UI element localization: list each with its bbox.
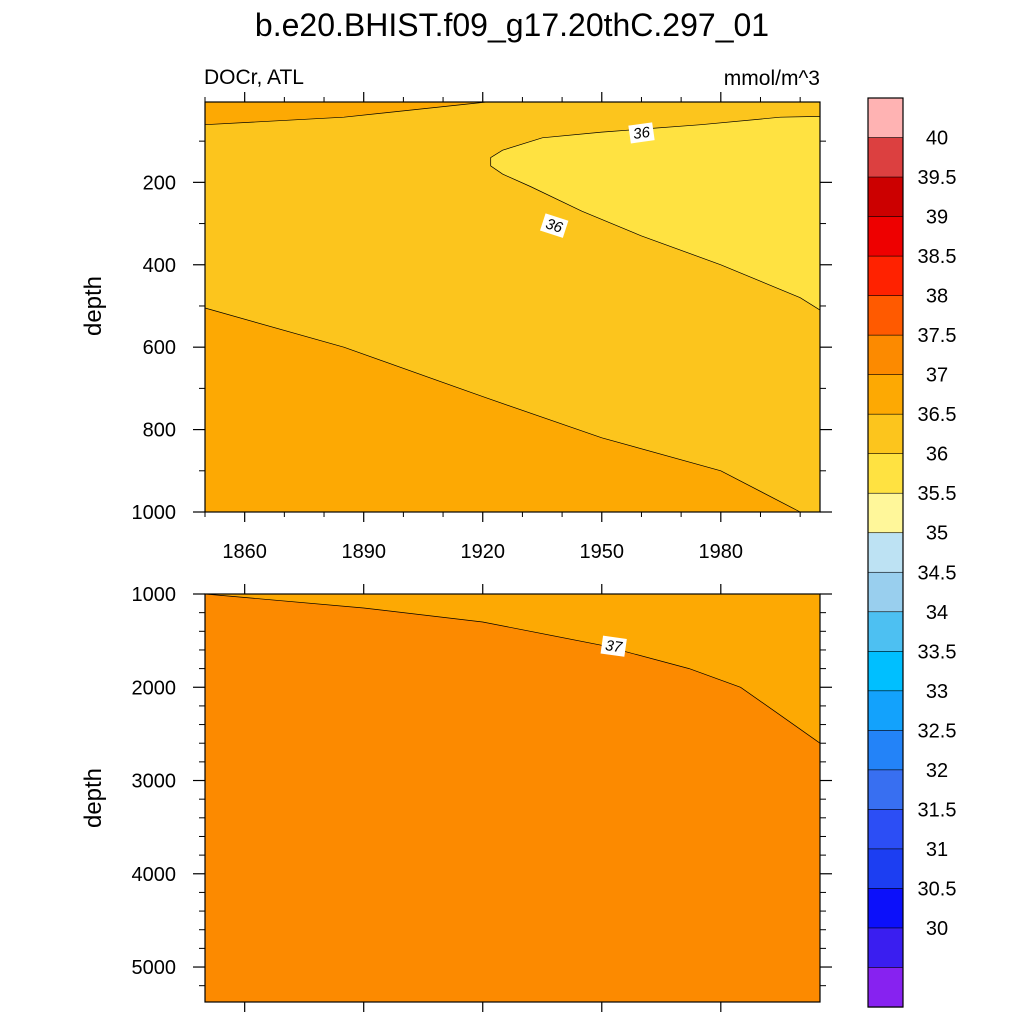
- upper-contour-36: [490, 116, 821, 311]
- colorbar-swatch: [867, 769, 904, 810]
- colorbar-swatch: [867, 809, 904, 850]
- lower-y-tick-label: 2000: [132, 677, 177, 699]
- figure-title: b.e20.BHIST.f09_g17.20thC.297_01: [255, 7, 769, 43]
- colorbar-label: 39: [926, 207, 948, 229]
- colorbar-label: 36: [926, 444, 948, 466]
- upper-y-tick-label: 200: [143, 172, 176, 194]
- colorbar-swatch: [867, 848, 904, 890]
- colorbar-swatch: [867, 255, 904, 297]
- upper-fill-35.5-36-core: [490, 116, 820, 311]
- colorbar-label: 30: [926, 918, 948, 940]
- colorbar-frame: [867, 97, 904, 1008]
- colorbar-swatch: [867, 137, 904, 178]
- upper-contour-36.5-deep: [204, 307, 801, 513]
- colorbar-swatch: [867, 730, 904, 771]
- colorbar-swatch: [867, 611, 904, 652]
- colorbar-label: 31: [926, 839, 948, 861]
- lower-frame: [204, 593, 821, 1003]
- colorbar-swatch: [867, 97, 904, 139]
- lower-contour-37: [204, 593, 821, 744]
- colorbar-swatch: [867, 334, 904, 376]
- colorbar-label: 34.5: [918, 562, 957, 584]
- lower-y-tick-label: 3000: [132, 771, 177, 793]
- lower-fill-36.5-37: [205, 594, 820, 744]
- colorbar: 40 39.5 39 38.5 38 37.5 37 36.5 36 35.5 35 34.5 34 33…: [867, 97, 957, 1008]
- colorbar-swatch: [867, 571, 904, 613]
- colorbar-label: 37.5: [918, 325, 957, 347]
- upper-x-tick-label: 1980: [699, 541, 744, 563]
- colorbar-swatch: [867, 690, 904, 731]
- svg-text:36: 36: [543, 215, 565, 237]
- variable-label: DOCr, ATL: [204, 66, 304, 89]
- upper-x-tick-label: 1860: [222, 541, 267, 563]
- upper-fill-36.5-37-surface: [205, 102, 487, 125]
- colorbar-swatch: [867, 295, 904, 336]
- colorbar-label: 33: [926, 681, 948, 703]
- lower-y-tick-label: 4000: [132, 864, 177, 886]
- lower-y-tick-label: 1000: [132, 584, 177, 606]
- colorbar-swatch: [867, 650, 904, 692]
- colorbar-label: 32: [926, 760, 948, 782]
- upper-y-tick-label: 600: [143, 337, 176, 359]
- colorbar-label: 39.5: [918, 167, 957, 189]
- colorbar-swatch: [867, 176, 904, 218]
- upper-panel: 36 36 1860 1890 1920 1950 1980 200 400 600 800 100…: [80, 92, 832, 563]
- upper-y-tick-label: 1000: [132, 502, 177, 524]
- svg-text:37: 37: [604, 637, 624, 656]
- colorbar-label: 36.5: [918, 404, 957, 426]
- upper-y-tick-label: 400: [143, 255, 176, 277]
- colorbar-swatch: [867, 532, 904, 573]
- colorbar-label: 35: [926, 523, 948, 545]
- upper-contour-label: 36: [540, 213, 569, 238]
- colorbar-label: 33.5: [918, 641, 957, 663]
- colorbar-swatch: [867, 413, 904, 455]
- upper-x-tick-label: 1920: [460, 541, 505, 563]
- upper-y-axis-label: depth: [80, 276, 107, 336]
- upper-y-tick-label: 800: [143, 420, 176, 442]
- colorbar-swatch: [867, 374, 904, 415]
- upper-frame: [204, 101, 821, 513]
- lower-y-axis-label: depth: [80, 768, 107, 828]
- colorbar-label: 34: [926, 602, 948, 624]
- colorbar-swatch: [867, 453, 904, 494]
- lower-panel: 37 1000 2000 3000 4000 5000 depth: [80, 584, 832, 1012]
- colorbar-swatch: [867, 888, 904, 929]
- colorbar-label: 37: [926, 365, 948, 387]
- colorbar-label: 40: [926, 128, 948, 150]
- upper-contour-label: 36: [628, 122, 655, 144]
- colorbar-label: 38: [926, 286, 948, 308]
- lower-contour-label: 37: [600, 635, 627, 657]
- lower-y-tick-label: 5000: [132, 957, 177, 979]
- upper-contour-36.5-surface: [204, 101, 487, 126]
- colorbar-label: 35.5: [918, 483, 957, 505]
- colorbar-swatch: [867, 967, 904, 1008]
- colorbar-swatch: [867, 492, 904, 534]
- upper-x-tick-label: 1950: [580, 541, 625, 563]
- colorbar-label: 38.5: [918, 246, 957, 268]
- svg-text:36: 36: [632, 124, 652, 143]
- colorbar-label: 32.5: [918, 720, 957, 742]
- colorbar-swatch: [867, 927, 904, 969]
- units-label: mmol/m^3: [724, 67, 820, 90]
- colorbar-swatch: [867, 216, 904, 257]
- colorbar-label: 31.5: [918, 799, 957, 821]
- upper-fill-36.5-37-deep: [205, 308, 801, 512]
- colorbar-label: 30.5: [918, 878, 957, 900]
- upper-x-tick-label: 1890: [341, 541, 386, 563]
